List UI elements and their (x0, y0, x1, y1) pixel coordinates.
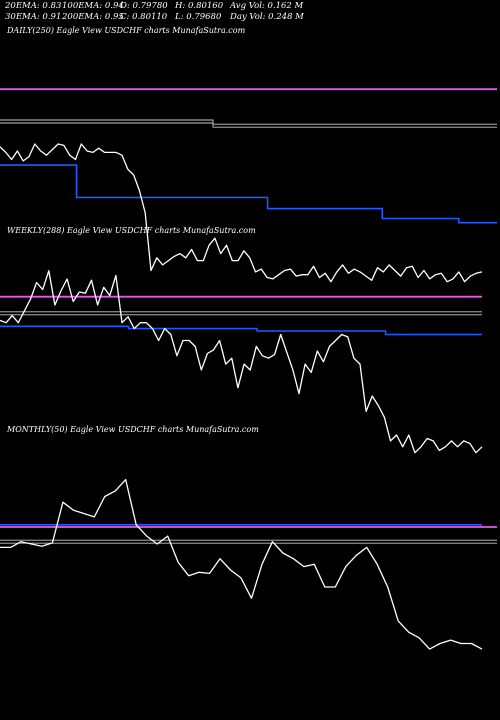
ema20-stat: 20EMA: 0.83 (5, 1, 62, 11)
weekly-ema-short-line (0, 325, 482, 336)
daily-ema-mid-line (0, 119, 497, 125)
daily-panel-title: DAILY(250) Eagle View USDCHF charts Muna… (7, 26, 246, 35)
close-stat: C: 0.80110 (120, 12, 168, 22)
daily-ema-short-line (0, 164, 497, 224)
weekly-price-line (0, 270, 483, 454)
day-vol-stat: Day Vol: 0.248 M (230, 12, 304, 22)
daily-price-line (0, 143, 483, 283)
ema30-stat: 30EMA: 0.91 (5, 12, 62, 22)
ema200-stat: 200EMA: 0.95 (62, 12, 124, 22)
monthly-price-line (0, 478, 483, 650)
monthly-panel-title: MONTHLY(50) Eagle View USDCHF charts Mun… (7, 425, 259, 434)
high-stat: H: 0.80160 (175, 1, 224, 11)
weekly-panel-title: WEEKLY(288) Eagle View USDCHF charts Mun… (7, 226, 256, 235)
daily-ema-mid-line (0, 122, 497, 128)
low-stat: L: 0.79680 (175, 12, 222, 22)
avg-vol-stat: Avg Vol: 0.162 M (230, 1, 304, 11)
open-stat: O: 0.79780 (120, 1, 168, 11)
ema100-stat: 100EMA: 0.94 (62, 1, 124, 11)
